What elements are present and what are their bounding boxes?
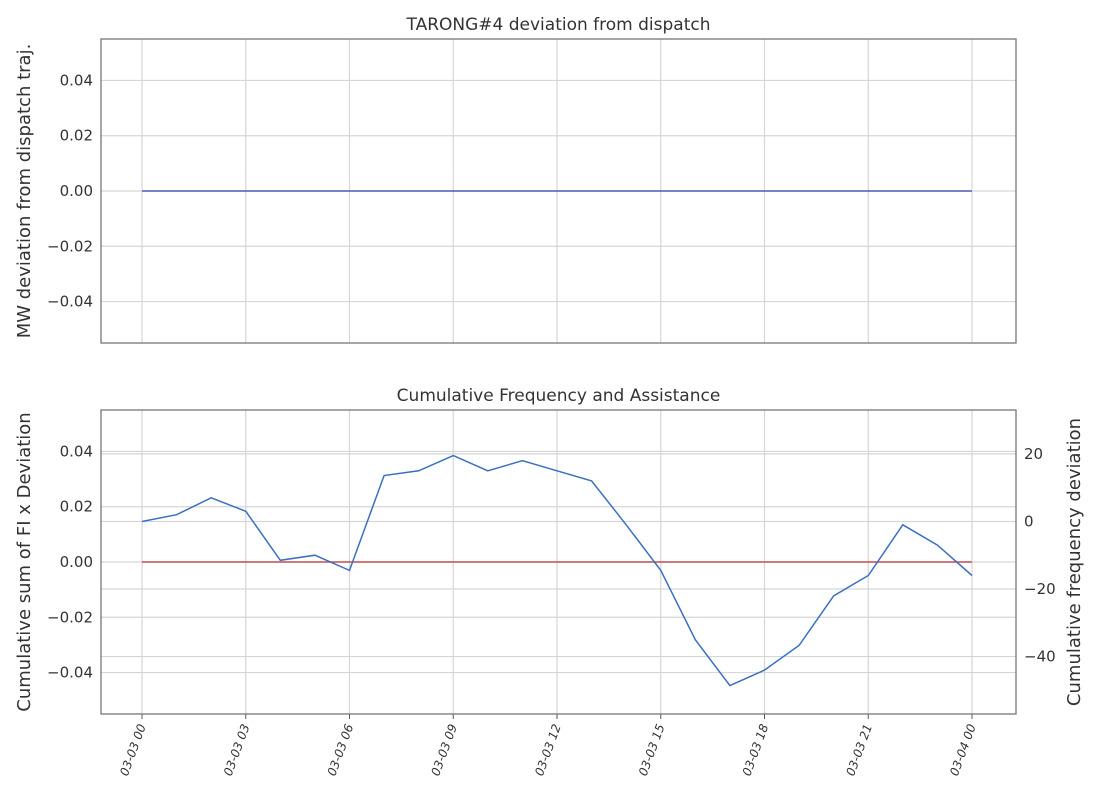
y-tick-label: 0.02 xyxy=(60,498,93,516)
y-axis-label: MW deviation from dispatch traj. xyxy=(14,44,35,339)
y2-tick-label: −20 xyxy=(1024,580,1056,598)
y-tick-label: −0.02 xyxy=(47,608,93,626)
y-axis-label: Cumulative sum of FI x Deviation xyxy=(14,412,35,711)
y-tick-label: 0.00 xyxy=(60,182,93,200)
x-tick-label: 03-03 21 xyxy=(843,722,875,777)
line-series xyxy=(141,454,973,687)
y-tick-label: −0.04 xyxy=(47,664,93,682)
y-tick-label: 0.00 xyxy=(60,553,93,571)
y2-axis-label: Cumulative frequency deviation xyxy=(1064,418,1085,706)
chart-title: TARONG#4 deviation from dispatch xyxy=(406,15,711,35)
y2-tick-label: 0 xyxy=(1024,512,1034,530)
y-tick-label: −0.04 xyxy=(47,293,93,311)
x-tick-label: 03-04 00 xyxy=(947,722,979,778)
x-tick-label: 03-03 06 xyxy=(325,722,357,778)
y2-tick-label: −40 xyxy=(1024,648,1056,666)
x-tick-label: 03-03 00 xyxy=(117,722,149,778)
x-tick-label: 03-03 15 xyxy=(636,722,668,777)
x-tick-label: 03-03 12 xyxy=(532,722,564,777)
y-tick-label: −0.02 xyxy=(47,237,93,255)
chart-title: Cumulative Frequency and Assistance xyxy=(397,386,721,406)
x-tick-label: 03-03 03 xyxy=(221,722,253,777)
y-tick-label: 0.02 xyxy=(60,127,93,145)
plot-frame xyxy=(100,409,1017,715)
y-tick-label: 0.04 xyxy=(60,71,93,89)
y2-tick-label: 20 xyxy=(1024,445,1043,463)
y-tick-label: 0.04 xyxy=(60,442,93,460)
x-tick-label: 03-03 09 xyxy=(428,722,460,777)
x-tick-label: 03-03 18 xyxy=(740,722,772,778)
plot-frame xyxy=(100,38,1017,344)
